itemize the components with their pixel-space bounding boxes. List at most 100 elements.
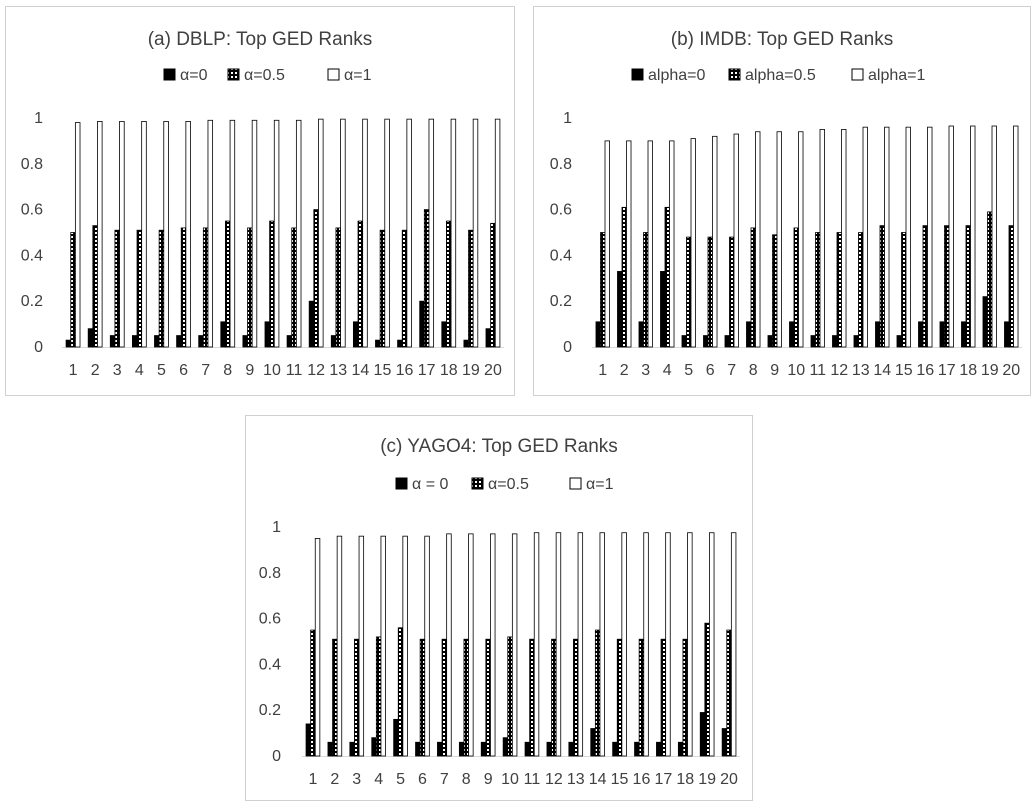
x-tick-label: 17 (654, 771, 672, 788)
bar-alpha-1 (687, 532, 693, 757)
legend-label: alpha=0 (648, 67, 705, 84)
x-tick-label: 20 (1002, 362, 1020, 379)
bar-alpha-1 (207, 119, 214, 348)
bar-alpha-0-5 (1008, 225, 1014, 348)
bar-alpha-0-5 (944, 225, 950, 348)
bar-alpha-0-5 (310, 629, 316, 757)
bar-alpha-1 (406, 118, 412, 348)
bar-alpha-1 (733, 133, 739, 348)
legend-swatch (327, 68, 340, 81)
bar-alpha-1 (251, 119, 258, 348)
bar-alpha-1 (776, 131, 782, 348)
x-tick-label: 9 (770, 362, 779, 379)
bar-alpha-1 (468, 533, 474, 757)
bar-alpha-0-5 (600, 232, 606, 348)
bar-alpha-1 (927, 126, 933, 348)
y-tick-label: 0 (34, 339, 43, 356)
legend-label: alpha=1 (868, 67, 925, 84)
bar-alpha-0 (352, 321, 359, 348)
x-tick-label: 15 (611, 771, 629, 788)
bar-alpha-0 (677, 741, 684, 757)
x-tick-label: 19 (698, 771, 716, 788)
bar-alpha-0-5 (682, 638, 688, 757)
bar-alpha-0-5 (573, 638, 579, 757)
bar-alpha-0 (109, 335, 116, 348)
bar-alpha-0 (638, 321, 644, 348)
x-tick-label: 1 (308, 771, 317, 788)
bar-alpha-1 (991, 125, 997, 348)
legend-swatch (851, 68, 864, 81)
bar-alpha-0-5 (858, 232, 864, 348)
x-tick-label: 6 (179, 362, 188, 379)
y-tick-label: 0.8 (550, 156, 572, 173)
bar-alpha-1 (511, 533, 518, 757)
bar-alpha-0-5 (423, 209, 430, 348)
bar-alpha-0 (961, 321, 967, 348)
legend-swatch (227, 68, 240, 81)
bar-alpha-0-5 (375, 636, 382, 757)
bar-alpha-0-5 (202, 227, 209, 348)
bar-alpha-0-5 (401, 229, 408, 348)
x-tick-label: 18 (440, 362, 458, 379)
bar-alpha-0 (656, 741, 662, 757)
x-tick-label: 14 (873, 362, 891, 379)
bar-alpha-1 (643, 532, 649, 757)
x-tick-label: 5 (684, 362, 693, 379)
bar-alpha-0 (463, 339, 469, 348)
y-tick-label: 0 (563, 339, 572, 356)
bar-alpha-0-5 (638, 638, 645, 757)
bar-alpha-0-5 (446, 220, 452, 348)
bar-alpha-1 (712, 135, 718, 348)
x-tick-label: 7 (201, 362, 210, 379)
bar-alpha-1 (119, 121, 125, 348)
bar-alpha-0-5 (726, 629, 732, 757)
bar-alpha-1 (884, 126, 890, 348)
x-tick-label: 12 (830, 362, 848, 379)
x-tick-label: 16 (916, 362, 934, 379)
bar-alpha-0 (767, 335, 773, 348)
bar-alpha-0-5 (836, 232, 842, 348)
bar-alpha-1 (798, 131, 804, 348)
bar-alpha-1 (362, 118, 368, 348)
x-tick-label: 11 (286, 362, 303, 379)
bar-alpha-0-5 (269, 220, 275, 348)
bar-alpha-1 (428, 118, 435, 348)
x-tick-label: 19 (462, 362, 480, 379)
bar-alpha-0 (131, 335, 138, 348)
bar-alpha-0-5 (793, 227, 799, 348)
x-tick-label: 17 (938, 362, 956, 379)
legend-swatch (163, 68, 176, 81)
bar-alpha-1 (690, 138, 696, 348)
bar-alpha-0 (349, 741, 355, 757)
bar-alpha-1 (446, 533, 452, 757)
x-tick-label: 8 (223, 362, 232, 379)
x-tick-label: 15 (895, 362, 913, 379)
bar-alpha-0 (198, 335, 204, 348)
legend-swatch (569, 477, 582, 490)
bar-alpha-0-5 (616, 638, 623, 757)
bar-alpha-1 (1013, 125, 1019, 348)
bar-alpha-0 (918, 321, 924, 348)
x-tick-label: 15 (374, 362, 392, 379)
bar-alpha-0 (810, 335, 816, 348)
bar-alpha-0 (308, 300, 315, 348)
chart-title: (b) IMDB: Top GED Ranks (671, 29, 893, 50)
bar-alpha-0-5 (247, 227, 253, 348)
bar-alpha-0-5 (922, 225, 928, 348)
x-tick-label: 2 (91, 362, 100, 379)
bar-alpha-0-5 (357, 220, 364, 348)
bar-alpha-0-5 (772, 234, 778, 348)
x-tick-label: 14 (589, 771, 607, 788)
bar-alpha-0-5 (729, 236, 735, 348)
bar-alpha-0 (832, 335, 838, 348)
x-tick-label: 3 (113, 362, 122, 379)
y-tick-label: 0.6 (550, 202, 572, 219)
x-tick-label: 10 (787, 362, 805, 379)
bar-alpha-0 (746, 321, 752, 348)
bar-alpha-0-5 (901, 232, 907, 348)
bar-alpha-0 (524, 741, 531, 757)
y-tick-label: 0.8 (259, 565, 281, 582)
bar-alpha-0 (65, 339, 72, 348)
bar-alpha-0 (154, 335, 160, 348)
legend-swatch (728, 68, 741, 81)
